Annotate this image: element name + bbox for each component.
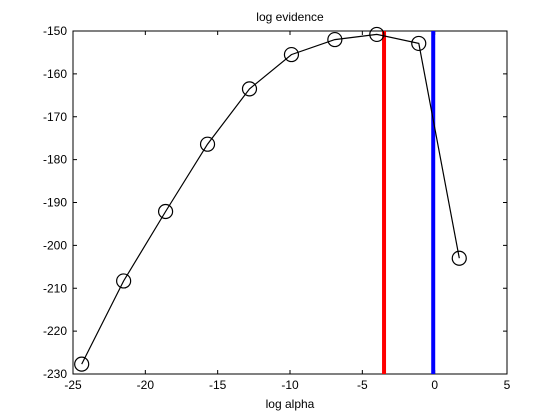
y-tick-label: -170 [43, 110, 67, 124]
data-point [116, 273, 132, 289]
y-tick-label: -180 [43, 153, 67, 167]
x-tick-label: -5 [357, 378, 368, 392]
data-point [369, 26, 385, 43]
x-tick-label: -15 [209, 378, 227, 392]
y-tick-label: -190 [43, 196, 67, 210]
y-tick-label: -230 [43, 367, 67, 381]
y-tick-label: -220 [43, 324, 67, 338]
series-layer [74, 26, 467, 372]
y-tick-label: -160 [43, 67, 67, 81]
ticks-layer: -25 -20 -15 -10 -5 0 5 -230 -220 -210 -200 -190 -180… [43, 24, 511, 392]
data-point [411, 35, 427, 52]
data-point [451, 250, 467, 266]
x-tick-label: 5 [504, 378, 511, 392]
chart-title: log evidence [256, 10, 324, 24]
data-point [199, 136, 216, 152]
data-point [157, 203, 174, 220]
plot-area [72, 30, 508, 375]
x-tick-label: -25 [64, 378, 82, 392]
data-point [74, 356, 90, 372]
x-axis-label: log alpha [266, 397, 315, 411]
x-tick-label: -20 [137, 378, 155, 392]
y-tick-label: -210 [43, 281, 67, 295]
vlines-layer [382, 31, 436, 374]
y-tick-label: -200 [43, 238, 67, 252]
y-tick-label: -150 [43, 24, 67, 38]
data-point [241, 81, 258, 97]
data-point [283, 46, 300, 63]
x-tick-label: 0 [431, 378, 438, 392]
x-tick-label: -10 [281, 378, 299, 392]
series-line [81, 33, 460, 365]
data-point [327, 31, 343, 48]
